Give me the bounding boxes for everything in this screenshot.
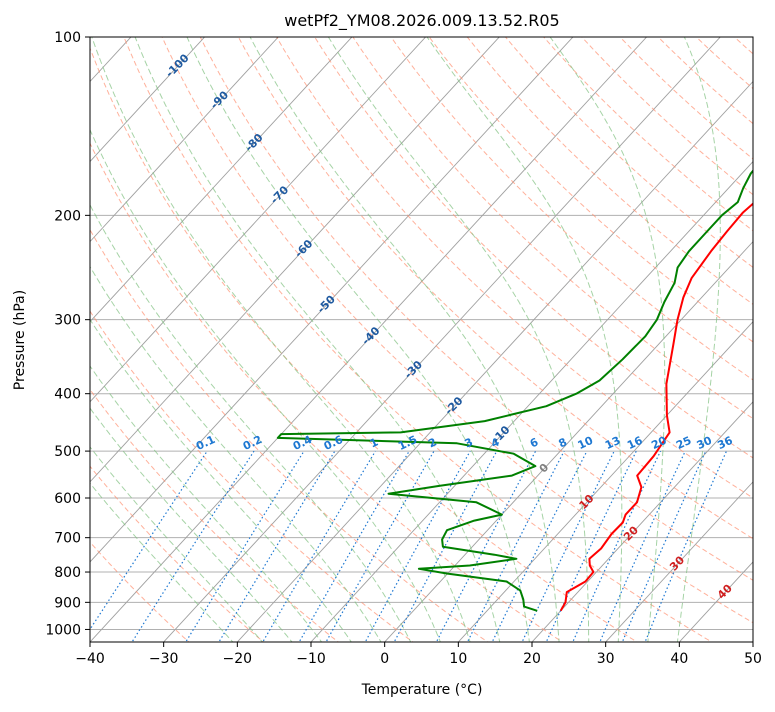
isotherm-line [0,24,69,645]
chart-title: wetPf2_YM08.2026.009.13.52.R05 [284,11,559,31]
y-tick-label: 500 [54,444,81,460]
x-tick-label: 40 [670,651,688,667]
y-tick-label: 100 [54,30,81,46]
y-tick-label: 900 [54,595,81,611]
x-axis-label: Temperature (°C) [361,682,483,698]
x-tick-label: −10 [296,651,326,667]
y-tick-label: 1000 [45,622,81,638]
x-tick-label: −30 [149,651,179,667]
x-tick-label: −40 [75,651,105,667]
y-axis-label: Pressure (hPa) [12,290,28,390]
plot-background [90,37,753,642]
y-tick-label: 700 [54,531,81,547]
y-tick-label: 200 [54,208,81,224]
x-tick-label: −20 [223,651,253,667]
x-tick-label: 10 [449,651,467,667]
y-tick-label: 400 [54,387,81,403]
y-tick-label: 600 [54,491,81,507]
isotherm-line [751,24,775,645]
y-tick-label: 800 [54,565,81,581]
x-tick-label: 30 [597,651,615,667]
y-tick-label: 300 [54,313,81,329]
x-tick-label: 20 [523,651,541,667]
x-tick-label: 0 [380,651,389,667]
x-tick-label: 50 [744,651,762,667]
